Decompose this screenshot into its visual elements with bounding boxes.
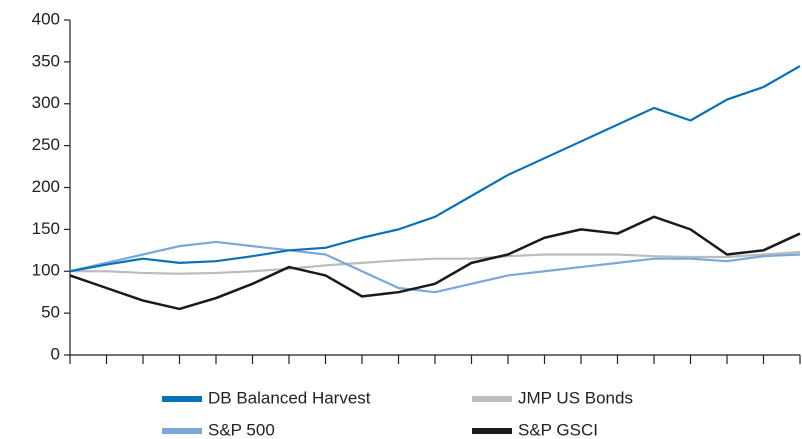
legend-label: S&P 500 <box>208 420 275 439</box>
series-line <box>69 215 801 311</box>
legend-swatch <box>162 396 202 402</box>
y-tick-label: 250 <box>32 135 60 154</box>
series-line <box>69 65 801 273</box>
y-tick-label: 400 <box>32 9 60 28</box>
series-line <box>70 250 801 275</box>
y-tick-label: 150 <box>32 219 60 238</box>
legend-label: JMP US Bonds <box>518 388 633 407</box>
y-tick-label: 350 <box>32 51 60 70</box>
y-tick-label: 300 <box>32 93 60 112</box>
series-line <box>69 240 801 294</box>
y-tick-label: 200 <box>32 177 60 196</box>
legend-swatch <box>472 428 512 434</box>
y-tick-label: 0 <box>51 344 60 363</box>
y-tick-label: 100 <box>32 261 60 280</box>
y-tick-label: 50 <box>41 303 60 322</box>
legend-swatch <box>162 428 202 434</box>
legend-label: S&P GSCI <box>518 420 598 439</box>
legend-swatch <box>472 396 512 402</box>
legend-label: DB Balanced Harvest <box>208 388 371 407</box>
